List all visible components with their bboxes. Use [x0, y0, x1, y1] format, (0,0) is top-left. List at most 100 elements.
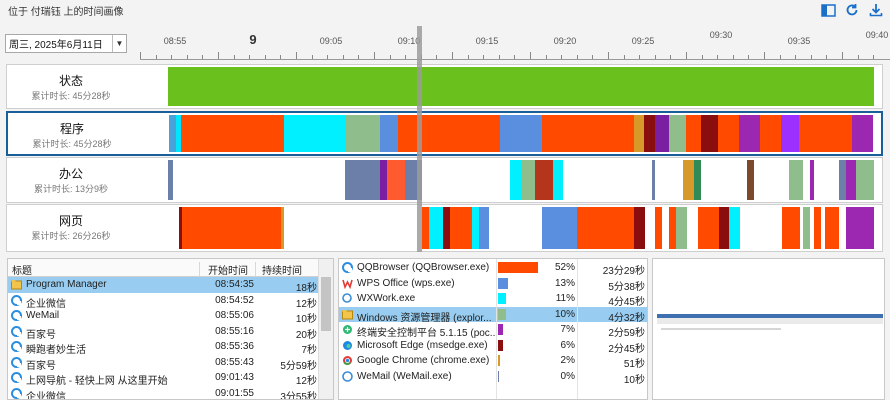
timeline-segment[interactable]	[577, 115, 634, 152]
timeline-segment[interactable]	[718, 207, 730, 249]
list-item[interactable]: WPS Office (wps.exe) 13% 5分38秒	[339, 276, 647, 293]
panel-icon[interactable]	[820, 2, 836, 18]
track-bar[interactable]	[168, 160, 874, 200]
timeline-segment[interactable]	[838, 160, 846, 200]
timeline-segment[interactable]	[746, 160, 754, 200]
table-row[interactable]: Program Manager 08:54:35 18秒	[8, 277, 318, 294]
track-program[interactable]: 程序 累计时长: 45分28秒	[6, 111, 883, 156]
header-duration[interactable]: 持续时间	[262, 266, 302, 277]
track-bar[interactable]	[168, 207, 874, 249]
list-item[interactable]: Google Chrome (chrome.exe) 2% 51秒	[339, 353, 647, 370]
timeline-segment[interactable]	[676, 207, 687, 249]
timeline-segment[interactable]	[654, 115, 669, 152]
timeline-segment[interactable]	[542, 115, 578, 152]
track-status[interactable]: 状态 累计时长: 45分28秒	[6, 64, 883, 109]
track-office[interactable]: 办公 累计时长: 13分9秒	[6, 157, 883, 203]
timeline-segment[interactable]	[810, 160, 814, 200]
list-item[interactable]: Microsoft Edge (msedge.exe) 6% 2分45秒	[339, 338, 647, 355]
timeline-segment[interactable]	[450, 115, 479, 152]
table-row[interactable]: 瞬跑者妙生活 08:55:36 7秒	[8, 339, 318, 356]
timeline-segment[interactable]	[760, 115, 782, 152]
timeline-segment[interactable]	[782, 207, 800, 249]
timeline-segment[interactable]	[845, 160, 857, 200]
timeline-segment[interactable]	[380, 115, 398, 152]
timeline-segment[interactable]	[176, 115, 181, 152]
timeline-segment[interactable]	[729, 207, 740, 249]
timeline-segment[interactable]	[718, 115, 740, 152]
timeline-segment[interactable]	[824, 207, 839, 249]
timeline-segment[interactable]	[178, 207, 183, 249]
timeline-segment[interactable]	[851, 115, 873, 152]
timeline-segment[interactable]	[669, 207, 677, 249]
timeline-segment[interactable]	[429, 207, 444, 249]
track-web[interactable]: 网页 累计时长: 26分26秒	[6, 204, 883, 252]
scrollbar[interactable]	[318, 259, 333, 399]
table-row[interactable]: WeMail 08:55:06 10秒	[8, 308, 318, 325]
download-icon[interactable]	[868, 2, 884, 18]
timeline-segment[interactable]	[169, 115, 177, 152]
timeline-segment[interactable]	[683, 160, 694, 200]
timeline-segment[interactable]	[542, 207, 578, 249]
timeline-segment[interactable]	[697, 207, 719, 249]
chevron-down-icon[interactable]: ▼	[112, 35, 126, 52]
timeline-segment[interactable]	[633, 115, 645, 152]
timeline-segment[interactable]	[180, 115, 284, 152]
timeline-segment[interactable]	[478, 207, 490, 249]
timeline-segment[interactable]	[781, 115, 800, 152]
list-item[interactable]: QQBrowser (QQBrowser.exe) 52% 23分29秒	[339, 260, 647, 277]
preview-thumbnail[interactable]	[657, 314, 883, 399]
refresh-icon[interactable]	[844, 2, 860, 18]
timeline-segment[interactable]	[499, 115, 543, 152]
timeline-segment[interactable]	[655, 207, 663, 249]
timeline-segment[interactable]	[471, 207, 479, 249]
timeline-segment[interactable]	[510, 160, 521, 200]
track-bar[interactable]	[168, 67, 874, 106]
scrollbar-thumb[interactable]	[321, 277, 331, 331]
table-row[interactable]: 百家号 08:55:43 5分59秒	[8, 355, 318, 372]
table-row[interactable]: 企业微信 08:54:52 12秒	[8, 293, 318, 310]
timeline-segment[interactable]	[651, 160, 656, 200]
timeline-segment[interactable]	[845, 207, 874, 249]
time-cursor[interactable]	[417, 26, 422, 252]
timeline-segment[interactable]	[450, 207, 472, 249]
timeline-segment[interactable]	[280, 207, 285, 249]
timeline-segment[interactable]	[739, 115, 761, 152]
table-row[interactable]: 百家号 08:55:16 20秒	[8, 324, 318, 341]
time-ruler[interactable]: 9 08:55 09:05 09:10 09:15 09:20 09:25 09…	[130, 24, 890, 64]
timeline-segment[interactable]	[644, 115, 655, 152]
timeline-segment[interactable]	[397, 115, 451, 152]
timeline-segment[interactable]	[478, 115, 500, 152]
track-bar[interactable]	[169, 115, 873, 152]
timeline-segment[interactable]	[668, 115, 687, 152]
timeline-segment[interactable]	[633, 207, 645, 249]
timeline-segment[interactable]	[799, 115, 852, 152]
table-row[interactable]: 企业微信 09:01:55 3分55秒	[8, 386, 318, 399]
timeline-segment[interactable]	[344, 160, 380, 200]
timeline-segment[interactable]	[521, 160, 536, 200]
table-row[interactable]: 上网导航 - 轻快上网 从这里开始 09:01:43 12秒	[8, 370, 318, 387]
timeline-segment[interactable]	[789, 160, 804, 200]
header-title[interactable]: 标题	[12, 266, 32, 277]
timeline-segment[interactable]	[283, 115, 345, 152]
timeline-segment[interactable]	[552, 160, 564, 200]
timeline-segment[interactable]	[182, 207, 281, 249]
timeline-segment[interactable]	[345, 115, 381, 152]
list-item[interactable]: Windows 资源管理器 (explor... 10% 4分32秒	[339, 306, 647, 324]
header-start[interactable]: 开始时间	[208, 266, 248, 277]
timeline-segment[interactable]	[168, 67, 874, 106]
list-item[interactable]: WXWork.exe 11% 4分45秒	[339, 291, 647, 308]
timeline-segment[interactable]	[168, 160, 173, 200]
timeline-segment[interactable]	[422, 207, 430, 249]
timeline-segment[interactable]	[535, 160, 553, 200]
timeline-segment[interactable]	[577, 207, 634, 249]
timeline-segment[interactable]	[813, 207, 822, 249]
timeline-segment[interactable]	[803, 207, 811, 249]
list-item[interactable]: 终端安全控制平台 5.1.15 (poc... 7% 2分59秒	[339, 322, 647, 339]
screenshot-preview[interactable]	[652, 258, 885, 400]
list-item[interactable]: WeMail (WeMail.exe) 0% 10秒	[339, 369, 647, 386]
date-selector[interactable]: 周三, 2025年6月11日 ▼	[5, 34, 127, 53]
timeline-segment[interactable]	[686, 115, 701, 152]
timeline-segment[interactable]	[443, 207, 451, 249]
timeline-segment[interactable]	[386, 160, 405, 200]
timeline-segment[interactable]	[700, 115, 719, 152]
